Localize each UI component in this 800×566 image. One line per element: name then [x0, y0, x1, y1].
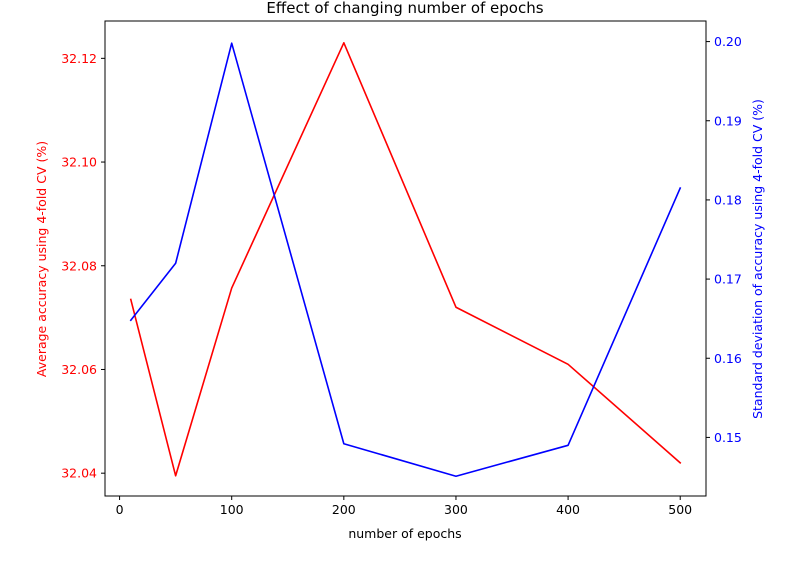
chart-title: Effect of changing number of epochs — [266, 0, 543, 17]
x-tick-label: 300 — [444, 502, 468, 517]
left-y-axis-ticks: 32.04 32.06 32.08 32.10 32.12 — [61, 51, 105, 481]
right-y-tick-label: 0.18 — [714, 192, 742, 207]
right-y-tick-label: 0.16 — [714, 351, 742, 366]
left-y-tick-label: 32.04 — [61, 466, 97, 481]
x-axis-ticks: 0 100 200 300 400 500 — [116, 496, 692, 517]
plot-frame — [104, 20, 707, 497]
left-y-tick-label: 32.06 — [61, 362, 97, 377]
plot-border — [104, 20, 707, 497]
series-layer — [129, 41, 682, 478]
right-y-tick-label: 0.17 — [714, 272, 742, 287]
std-deviation-line — [129, 42, 682, 478]
x-tick-label: 400 — [556, 502, 580, 517]
right-y-axis-label: Standard deviation of accuracy using 4-f… — [750, 99, 765, 419]
right-y-tick-label: 0.19 — [714, 113, 742, 128]
left-y-tick-label: 32.08 — [61, 258, 97, 273]
left-y-tick-label: 32.12 — [61, 51, 97, 66]
left-y-axis-label: Average accuracy using 4-fold CV (%) — [34, 141, 49, 377]
right-y-tick-label: 0.15 — [714, 430, 742, 445]
left-y-tick-label: 32.10 — [61, 155, 97, 170]
right-y-tick-label: 0.20 — [714, 34, 742, 49]
x-tick-label: 0 — [116, 502, 124, 517]
x-axis-label: number of epochs — [348, 526, 461, 541]
x-tick-label: 500 — [668, 502, 692, 517]
x-tick-label: 100 — [220, 502, 244, 517]
average-accuracy-line — [129, 41, 682, 477]
right-y-axis-ticks: 0.15 0.16 0.17 0.18 0.19 0.20 — [706, 34, 742, 445]
x-tick-label: 200 — [332, 502, 356, 517]
